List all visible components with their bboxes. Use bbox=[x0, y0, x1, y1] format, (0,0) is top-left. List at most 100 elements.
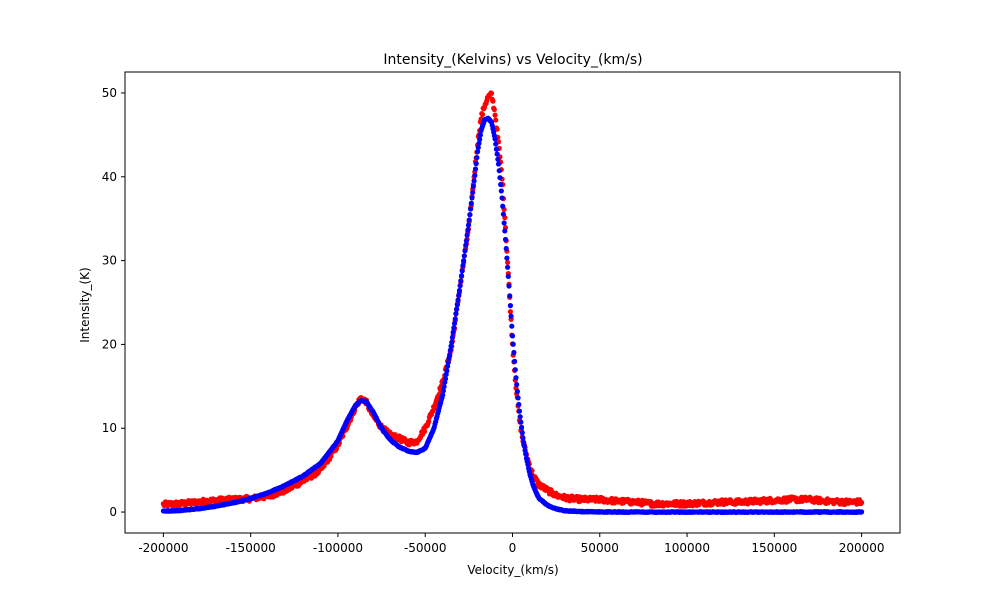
data-point bbox=[499, 195, 505, 201]
data-point bbox=[502, 228, 508, 234]
data-point bbox=[498, 188, 504, 194]
data-point bbox=[517, 414, 523, 420]
x-axis-label: Velocity_(km/s) bbox=[467, 563, 558, 577]
data-point bbox=[501, 220, 507, 226]
data-point bbox=[464, 232, 470, 238]
data-point bbox=[449, 339, 455, 345]
data-point bbox=[490, 98, 496, 104]
data-point bbox=[512, 367, 518, 373]
data-point bbox=[511, 358, 518, 364]
data-point bbox=[507, 309, 514, 315]
y-tick-label: 50 bbox=[102, 86, 117, 100]
data-point bbox=[471, 178, 477, 184]
data-point bbox=[494, 126, 500, 132]
data-point bbox=[453, 310, 459, 317]
data-point bbox=[514, 388, 520, 394]
data-point bbox=[442, 376, 449, 382]
data-point bbox=[473, 161, 479, 167]
data-point bbox=[498, 181, 504, 188]
data-point bbox=[447, 347, 453, 353]
x-tick-label: -200000 bbox=[138, 541, 188, 555]
data-point bbox=[509, 323, 515, 329]
data-point bbox=[457, 283, 463, 289]
data-point bbox=[491, 106, 497, 113]
x-tick-label: 50000 bbox=[581, 541, 619, 555]
data-point bbox=[456, 292, 462, 298]
data-point bbox=[474, 149, 481, 155]
data-point bbox=[507, 293, 513, 299]
data-point bbox=[463, 238, 470, 244]
data-point bbox=[475, 144, 481, 151]
data-point bbox=[859, 500, 865, 506]
data-point bbox=[505, 259, 511, 266]
data-point bbox=[518, 419, 524, 425]
chart-title: Intensity_(Kelvins) vs Velocity_(km/s) bbox=[383, 52, 642, 68]
data-point bbox=[516, 401, 522, 408]
y-axis-label: Intensity_(K) bbox=[78, 267, 92, 342]
x-tick-label: -50000 bbox=[404, 541, 447, 555]
data-point bbox=[493, 146, 500, 152]
x-tick-label: -100000 bbox=[313, 541, 363, 555]
data-point bbox=[462, 248, 468, 254]
series-2 bbox=[160, 115, 865, 515]
data-point bbox=[507, 303, 514, 309]
data-point bbox=[455, 297, 461, 303]
data-point bbox=[468, 200, 474, 206]
data-point bbox=[451, 320, 458, 327]
y-tick-label: 0 bbox=[109, 505, 117, 519]
data-point bbox=[495, 156, 501, 162]
data-point bbox=[467, 212, 473, 218]
y-tick-label: 30 bbox=[102, 254, 117, 268]
data-point bbox=[440, 392, 446, 398]
data-points bbox=[160, 90, 865, 515]
data-point bbox=[466, 217, 472, 223]
data-point bbox=[456, 287, 463, 294]
data-point bbox=[503, 245, 509, 252]
data-point bbox=[493, 141, 499, 147]
data-point bbox=[500, 211, 507, 217]
data-point bbox=[454, 306, 460, 312]
data-point bbox=[497, 175, 503, 181]
data-point bbox=[421, 428, 428, 435]
data-point bbox=[519, 430, 525, 436]
data-point bbox=[477, 136, 483, 142]
data-point bbox=[451, 325, 457, 331]
data-point bbox=[502, 236, 509, 243]
data-point bbox=[461, 258, 467, 264]
plot-area bbox=[125, 72, 900, 533]
data-point bbox=[449, 334, 456, 341]
data-point bbox=[488, 90, 495, 96]
data-point bbox=[460, 262, 466, 269]
data-point bbox=[495, 161, 502, 167]
data-point bbox=[518, 424, 525, 430]
data-point bbox=[465, 227, 471, 233]
data-point bbox=[463, 242, 469, 248]
data-point bbox=[505, 273, 511, 280]
data-point bbox=[440, 388, 446, 394]
data-point bbox=[459, 268, 465, 274]
x-tick-label: 0 bbox=[509, 541, 517, 555]
data-point bbox=[513, 375, 519, 381]
data-point bbox=[500, 203, 506, 209]
data-point bbox=[494, 151, 500, 157]
data-point bbox=[445, 359, 451, 366]
data-point bbox=[454, 302, 460, 308]
data-point bbox=[521, 443, 527, 449]
data-point bbox=[492, 112, 498, 118]
data-point bbox=[523, 451, 529, 457]
data-point bbox=[461, 253, 467, 259]
data-point bbox=[452, 316, 458, 322]
data-point bbox=[514, 381, 520, 388]
data-point bbox=[444, 368, 450, 374]
data-point bbox=[511, 349, 517, 356]
data-point bbox=[508, 313, 514, 319]
data-point bbox=[465, 222, 472, 228]
data-point bbox=[509, 333, 516, 339]
data-point bbox=[516, 408, 523, 414]
data-point bbox=[859, 509, 865, 515]
data-point bbox=[458, 273, 465, 279]
y-tick-label: 10 bbox=[102, 421, 117, 435]
data-point bbox=[522, 447, 528, 453]
x-tick-label: 200000 bbox=[839, 541, 885, 555]
